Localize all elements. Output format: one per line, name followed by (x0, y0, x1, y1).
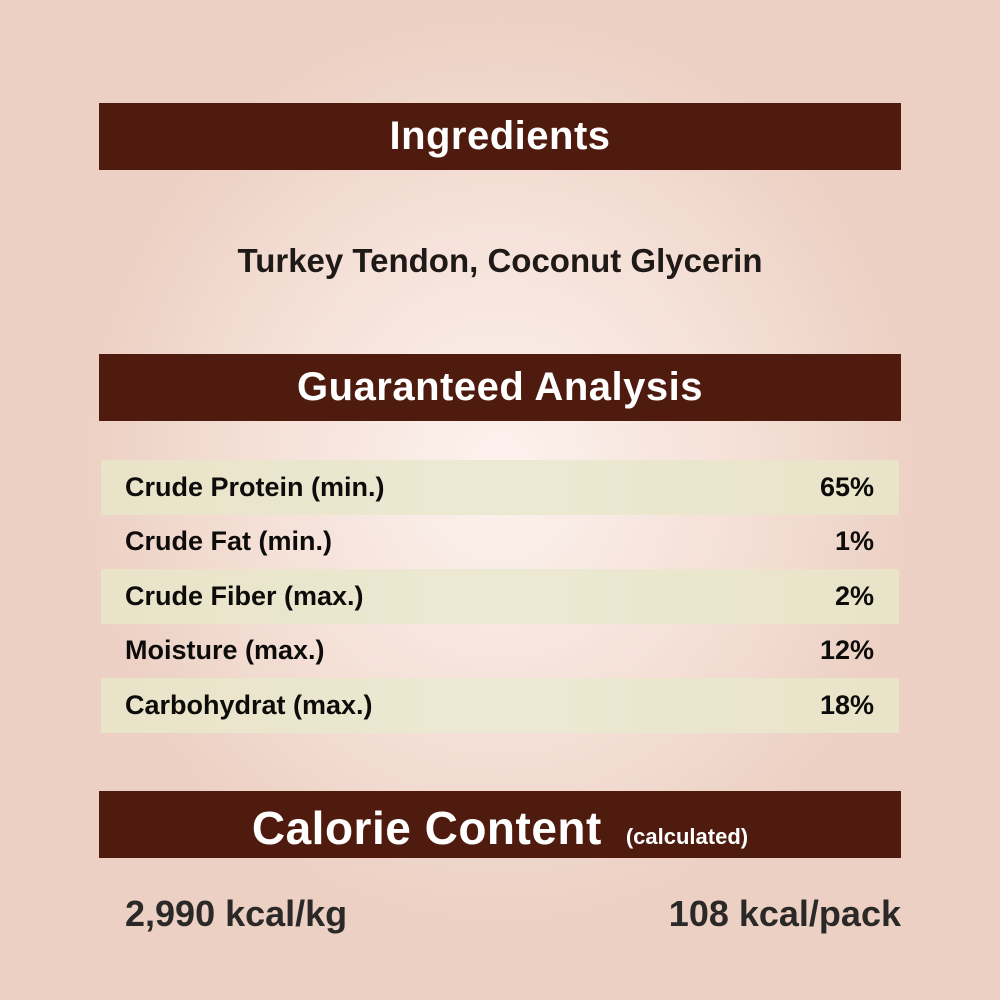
ingredients-text: Turkey Tendon, Coconut Glycerin (237, 242, 763, 279)
row-label: Crude Fat (min.) (125, 526, 332, 557)
table-row: Crude Protein (min.) 65% (101, 460, 899, 515)
calorie-header: Calorie Content (calculated) (99, 791, 901, 858)
row-value: 65% (819, 471, 874, 502)
ingredients-title: Ingredients (389, 114, 611, 158)
calorie-per-kg: 2,990 kcal/kg (125, 893, 348, 934)
row-value: 2% (834, 580, 874, 611)
row-value: 1% (834, 526, 874, 557)
table-row: Crude Fiber (max.) 2% (101, 569, 899, 624)
table-row: Crude Fat (min.) 1% (101, 515, 899, 570)
table-row: Carbohydrat (max.) 18% (101, 678, 899, 733)
row-label: Crude Protein (min.) (125, 471, 385, 502)
analysis-title: Guaranteed Analysis (297, 365, 703, 409)
row-label: Carbohydrat (max.) (125, 689, 373, 720)
analysis-table: Crude Protein (min.) 65% Crude Fat (min.… (101, 460, 899, 733)
calorie-subtitle: (calculated) (625, 824, 749, 849)
calorie-title: Calorie Content (251, 802, 602, 854)
row-value: 18% (819, 689, 874, 720)
analysis-header: Guaranteed Analysis (99, 354, 901, 421)
row-label: Crude Fiber (max.) (125, 580, 364, 611)
row-value: 12% (819, 635, 874, 666)
ingredients-header: Ingredients (99, 103, 901, 170)
row-label: Moisture (max.) (125, 635, 325, 666)
calorie-per-pack: 108 kcal/pack (668, 893, 901, 934)
table-row: Moisture (max.) 12% (101, 624, 899, 679)
